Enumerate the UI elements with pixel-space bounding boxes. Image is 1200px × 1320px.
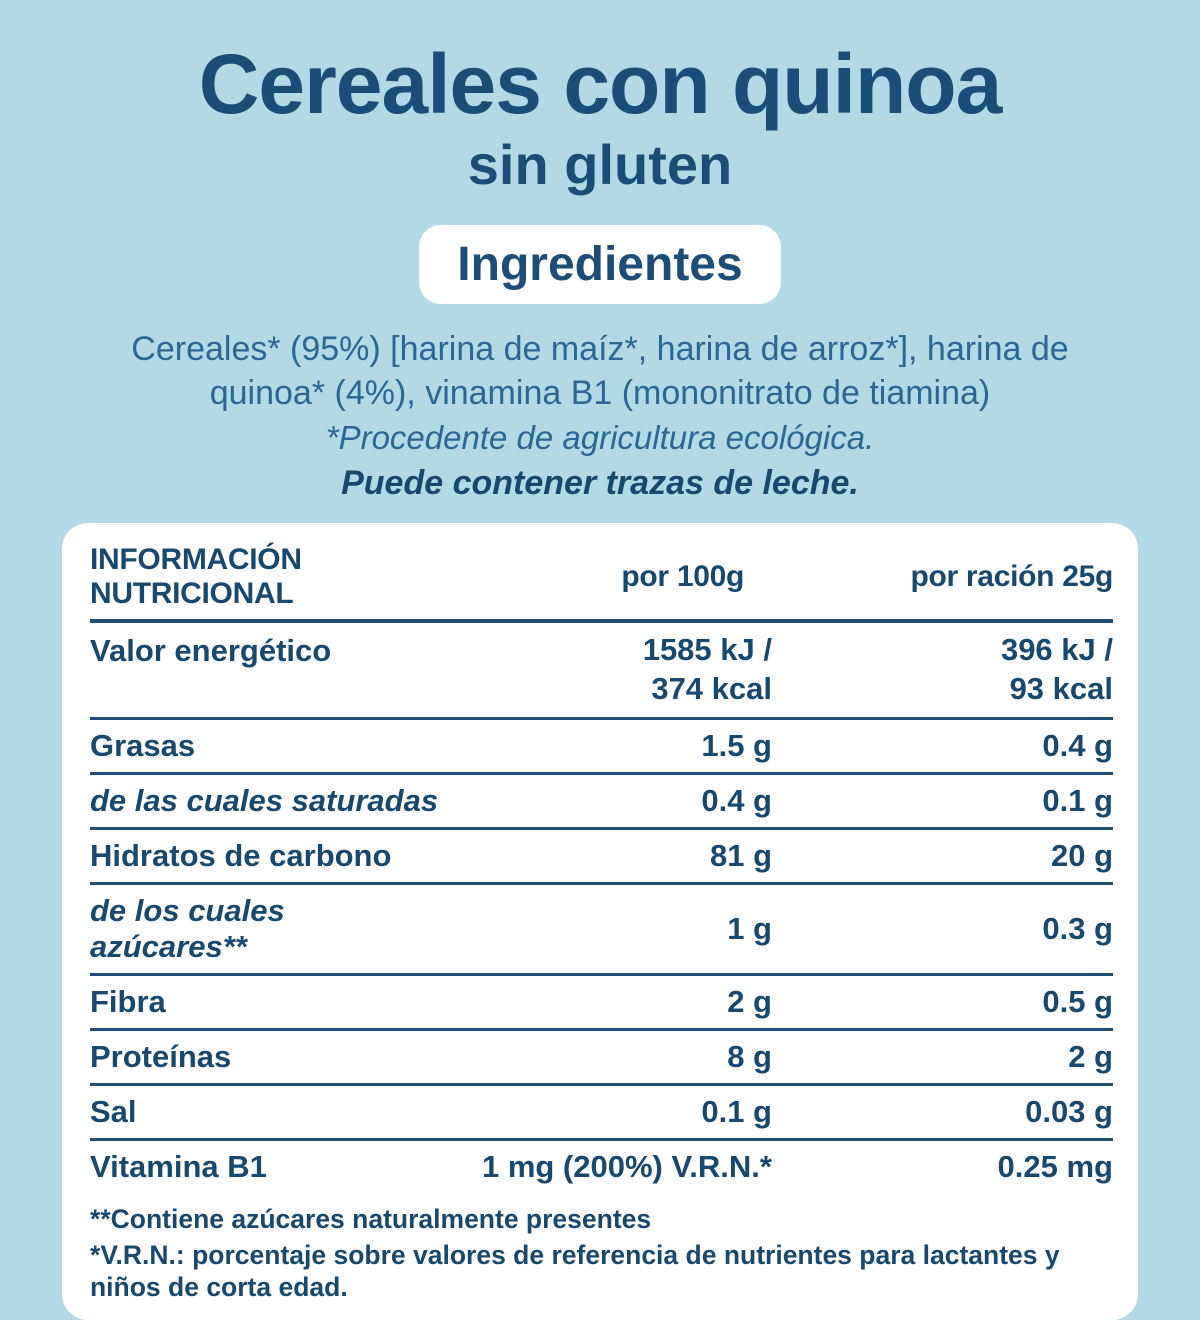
table-row-vitamin-b1: Vitamina B1 1 mg (200%) V.R.N.* 0.25 mg	[90, 1139, 1113, 1193]
value-per-portion: 0.25 mg	[997, 1148, 1113, 1184]
col-header-nutrition-info: INFORMACIÓN NUTRICIONAL	[90, 543, 302, 611]
product-title: Cereales con quinoa	[198, 37, 1003, 131]
energy-kj-per-portion: 396 kJ /	[1000, 632, 1113, 668]
energy-kcal-per-portion: 93 kcal	[1009, 670, 1113, 706]
table-row-fat: Grasas 1.5 g 0.4 g	[90, 718, 1113, 774]
value-per-100g: 1 mg (200%) V.R.N.*	[481, 1148, 772, 1184]
row-label: de las cuales saturadas	[90, 782, 439, 818]
value-per-100g: 2 g	[727, 983, 772, 1019]
value-per-portion: 2 g	[1068, 1038, 1113, 1074]
label-page: Cereales con quinoa sin gluten Ingredien…	[0, 37, 1200, 1320]
nutrition-table: INFORMACIÓN NUTRICIONAL por 100g por rac…	[90, 535, 1113, 1193]
row-label: Grasas	[90, 727, 196, 763]
table-row-sugars: de los cuales azúcares** 1 g 0.3 g	[90, 883, 1113, 975]
ingredients-badge-wrap: Ingredientes	[0, 224, 1200, 304]
value-per-portion: 20 g	[1050, 837, 1113, 873]
nutrition-card: INFORMACIÓN NUTRICIONAL por 100g por rac…	[62, 523, 1138, 1320]
row-label: Fibra	[90, 983, 166, 1019]
energy-kcal-per-100g: 374 kcal	[651, 670, 772, 706]
row-label: Proteínas	[90, 1038, 232, 1074]
col-header-per-portion: por ración 25g	[910, 560, 1113, 594]
ingredients-badge: Ingredientes	[419, 224, 781, 304]
value-per-100g: 81 g	[709, 837, 772, 873]
value-per-portion: 396 kJ / 93 kcal	[772, 621, 1113, 718]
value-per-100g: 8 g	[727, 1038, 772, 1074]
value-per-portion: 0.4 g	[1042, 727, 1113, 763]
ingredients-text: Cereales* (95%) [harina de maíz*, harina…	[131, 329, 1069, 412]
col-header-per-100g: por 100g	[621, 560, 744, 594]
table-row-salt: Sal 0.1 g 0.03 g	[90, 1084, 1113, 1140]
row-label: Valor energético	[90, 633, 332, 669]
footnote-vrn: *V.R.N.: porcentaje sobre valores de ref…	[90, 1239, 1060, 1303]
value-per-100g: 1585 kJ / 374 kcal	[450, 621, 772, 718]
table-row-energy: Valor energético 1585 kJ / 374 kcal 396 …	[90, 621, 1113, 719]
product-subtitle: sin gluten	[467, 133, 733, 197]
value-per-portion: 0.3 g	[1042, 910, 1113, 946]
value-per-100g: 1.5 g	[701, 727, 772, 763]
value-per-100g: 0.4 g	[701, 782, 772, 818]
footnote-sugars: **Contiene azúcares naturalmente present…	[90, 1203, 652, 1234]
energy-kj-per-100g: 1585 kJ /	[642, 632, 772, 668]
table-header-row: INFORMACIÓN NUTRICIONAL por 100g por rac…	[90, 535, 1113, 622]
row-label: Vitamina B1	[90, 1148, 267, 1184]
table-row-protein: Proteínas 8 g 2 g	[90, 1029, 1113, 1085]
table-row-carbohydrates: Hidratos de carbono 81 g 20 g	[90, 828, 1113, 884]
traces-note: Puede contener trazas de leche.	[341, 464, 859, 503]
value-per-portion: 0.03 g	[1025, 1093, 1113, 1129]
value-per-100g: 1 g	[727, 910, 772, 946]
table-row-fiber: Fibra 2 g 0.5 g	[90, 974, 1113, 1030]
value-per-100g: 0.1 g	[701, 1093, 772, 1129]
row-label: Sal	[90, 1093, 137, 1129]
row-label: Hidratos de carbono	[90, 837, 392, 873]
value-per-portion: 0.5 g	[1042, 983, 1113, 1019]
row-label: de los cuales azúcares**	[90, 892, 285, 964]
value-per-portion: 0.1 g	[1042, 782, 1113, 818]
organic-note: *Procedente de agricultura ecológica.	[325, 419, 875, 457]
table-row-saturated-fat: de las cuales saturadas 0.4 g 0.1 g	[90, 773, 1113, 829]
footnotes: **Contiene azúcares naturalmente present…	[90, 1203, 1113, 1304]
